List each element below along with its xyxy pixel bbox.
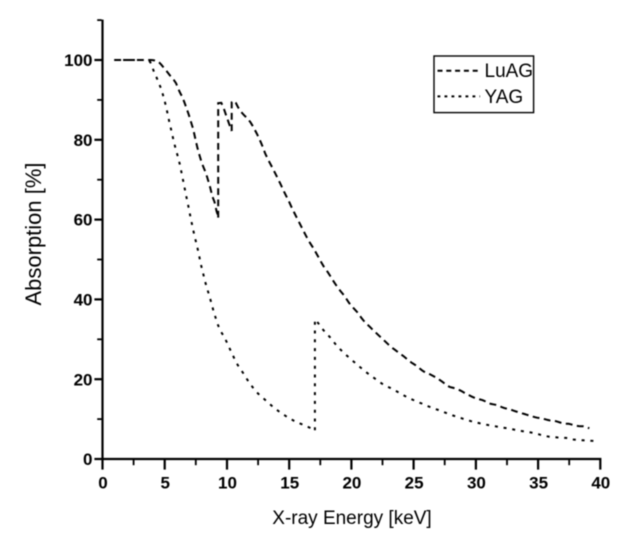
svg-text:15: 15 — [280, 474, 299, 493]
svg-text:30: 30 — [467, 474, 486, 493]
svg-text:20: 20 — [74, 370, 93, 389]
svg-text:25: 25 — [405, 474, 424, 493]
svg-text:0: 0 — [83, 450, 92, 469]
svg-text:20: 20 — [342, 474, 361, 493]
svg-text:10: 10 — [218, 474, 237, 493]
svg-text:5: 5 — [160, 474, 169, 493]
svg-text:40: 40 — [74, 291, 93, 310]
svg-text:35: 35 — [529, 474, 548, 493]
svg-text:YAG: YAG — [485, 87, 524, 108]
svg-text:100: 100 — [64, 51, 92, 70]
svg-text:60: 60 — [74, 211, 93, 230]
svg-text:X-ray Energy [keV]: X-ray Energy [keV] — [272, 508, 431, 529]
svg-text:Absorption [%]: Absorption [%] — [21, 162, 46, 305]
svg-text:LuAG: LuAG — [485, 61, 534, 82]
svg-text:0: 0 — [98, 474, 107, 493]
svg-text:80: 80 — [74, 131, 93, 150]
svg-text:40: 40 — [591, 474, 610, 493]
